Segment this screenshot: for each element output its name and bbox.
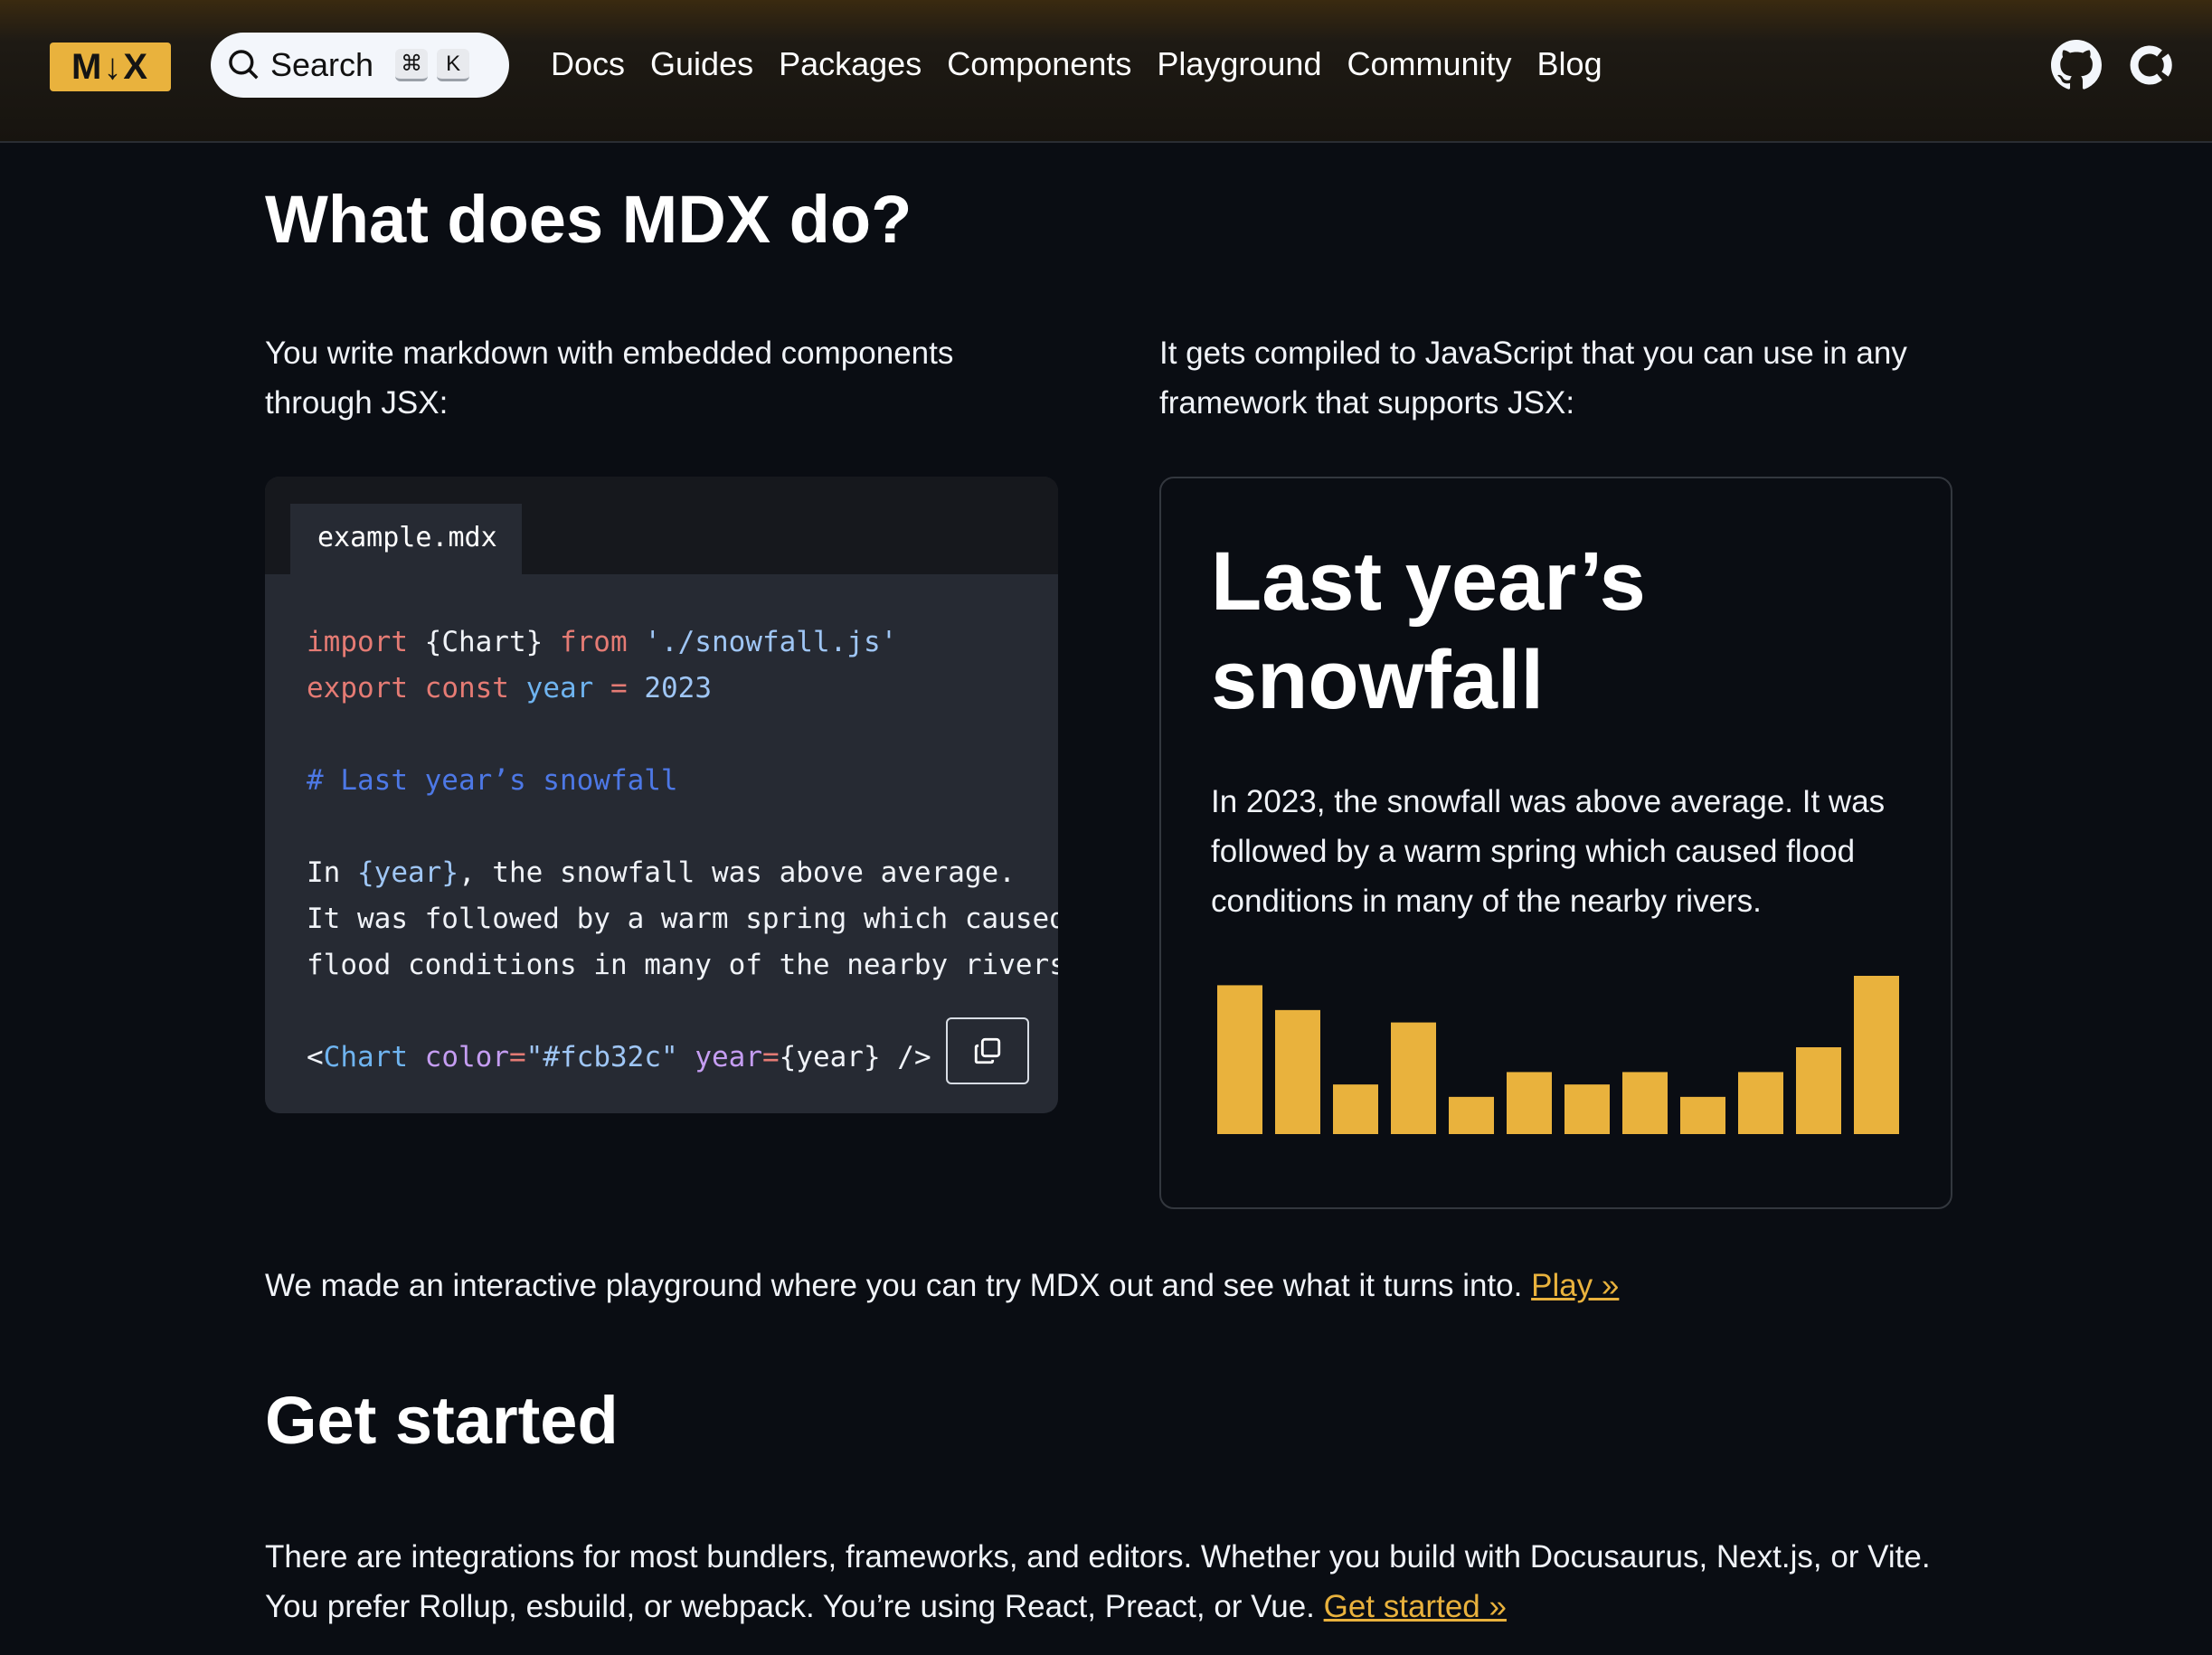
snowfall-chart <box>1217 976 1899 1134</box>
playground-sentence: We made an interactive playground where … <box>265 1268 1532 1303</box>
chart-bar <box>1449 1096 1494 1134</box>
get-started-link[interactable]: Get started » <box>1323 1589 1507 1624</box>
nav-community[interactable]: Community <box>1347 45 1512 82</box>
chart-bar <box>1738 1072 1783 1134</box>
preview-text: In 2023, the snowfall was above average.… <box>1211 784 1886 919</box>
preview-title: Last year’s snowfall <box>1211 535 1646 726</box>
code-token: Chart <box>323 1041 408 1073</box>
search-icon <box>229 50 259 80</box>
code-token: = <box>761 1041 780 1073</box>
playground-text: We made an interactive playground where … <box>265 1261 1983 1310</box>
kbd-k: K <box>437 49 470 81</box>
code-line: It was followed by a warm spring which c… <box>307 903 1058 935</box>
chart-bar <box>1333 1084 1378 1134</box>
code-token: color <box>424 1041 509 1073</box>
mdx-logo[interactable]: M↓X <box>50 43 171 91</box>
main-nav: Docs Guides Packages Components Playgrou… <box>551 45 1602 83</box>
chart-bar <box>1564 1084 1610 1134</box>
site-header: M↓X Search ⌘ K Docs Guides Packages Comp… <box>0 0 2212 143</box>
code-token: = <box>610 672 628 705</box>
code-token: {Chart} <box>424 626 544 658</box>
code-token: year <box>695 1041 762 1073</box>
chart-bar <box>1217 985 1262 1134</box>
nav-components[interactable]: Components <box>947 45 1132 82</box>
code-token: 2023 <box>644 672 712 705</box>
nav-docs[interactable]: Docs <box>551 45 626 82</box>
chart-bar <box>1680 1096 1725 1134</box>
code-tab-filename[interactable]: example.mdx <box>290 504 522 574</box>
copy-icon <box>974 1037 1001 1064</box>
code-token: './snowfall.js' <box>644 626 898 658</box>
code-token: In <box>307 856 357 889</box>
search-button[interactable]: Search ⌘ K <box>211 33 509 98</box>
right-intro: It gets compiled to JavaScript that you … <box>1159 336 1907 421</box>
section-title-get-started: Get started <box>265 1383 619 1458</box>
opencollective-icon[interactable] <box>2125 40 2176 90</box>
code-token: {year} <box>357 856 458 889</box>
code-token: , the snowfall was above average. <box>458 856 1016 889</box>
code-token: from <box>559 626 628 658</box>
nav-playground[interactable]: Playground <box>1157 45 1322 82</box>
kbd-cmd: ⌘ <box>395 49 429 81</box>
code-token: "#fcb32c" <box>525 1041 678 1073</box>
code-line: flood conditions in many of the nearby r… <box>307 949 1058 981</box>
play-link[interactable]: Play » <box>1531 1268 1620 1303</box>
nav-guides[interactable]: Guides <box>650 45 754 82</box>
nav-blog[interactable]: Blog <box>1536 45 1602 82</box>
code-token: import <box>307 626 408 658</box>
section-title-what: What does MDX do? <box>265 182 912 257</box>
left-intro: You write markdown with embedded compone… <box>265 336 954 421</box>
get-started-sentence: There are integrations for most bundlers… <box>265 1539 1931 1624</box>
chart-bar <box>1391 1022 1436 1134</box>
preview-card: Last year’s snowfall In 2023, the snowfa… <box>1159 477 1952 1209</box>
code-heading: # Last year’s snowfall <box>307 764 678 797</box>
chart-bar <box>1854 976 1899 1134</box>
nav-packages[interactable]: Packages <box>779 45 922 82</box>
chart-bar <box>1796 1047 1841 1134</box>
chart-bar <box>1622 1072 1668 1134</box>
code-token: {year} /> <box>779 1041 931 1073</box>
code-token: export <box>307 672 408 705</box>
code-example: example.mdx import {Chart} from './snowf… <box>265 477 1058 1113</box>
code-token: year <box>525 672 594 705</box>
code-token: = <box>509 1041 526 1073</box>
code-lines: import {Chart} from './snowfall.js' expor… <box>265 574 1058 1081</box>
chart-bar <box>1507 1072 1552 1134</box>
code-token: const <box>424 672 509 705</box>
search-label: Search <box>270 46 374 83</box>
chart-bar <box>1275 1009 1320 1134</box>
code-token: < <box>307 1041 324 1073</box>
copy-button[interactable] <box>946 1017 1029 1084</box>
github-icon[interactable] <box>2051 40 2102 90</box>
get-started-text: There are integrations for most bundlers… <box>265 1532 1947 1631</box>
